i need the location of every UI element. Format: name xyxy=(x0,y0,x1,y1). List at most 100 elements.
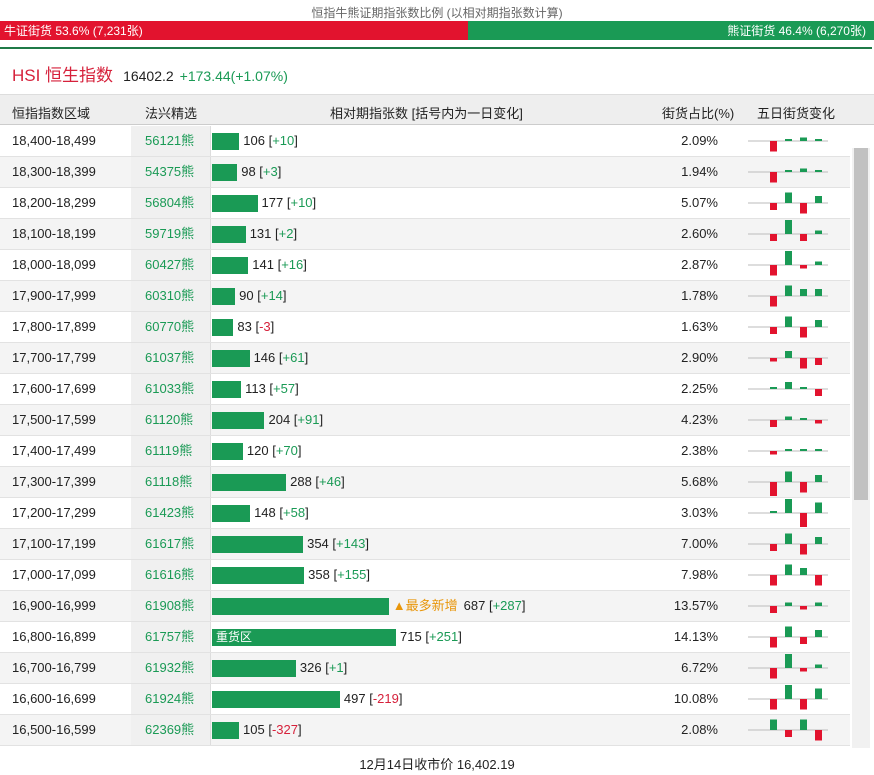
table-row: 17,000-17,099 61616熊 358 [+155] 7.98% xyxy=(0,560,850,591)
five-day-sparkline xyxy=(748,416,828,427)
contracts-count: 288 xyxy=(290,474,316,489)
sparkline-bar xyxy=(800,544,807,555)
bear-ratio-segment: 熊证街货 46.4% (6,270张) xyxy=(468,21,874,40)
contracts-count: 148 xyxy=(254,505,280,520)
row-code-link[interactable]: 54375熊 xyxy=(131,157,211,187)
contracts-count: 497 xyxy=(343,691,370,706)
five-day-sparkline xyxy=(748,137,828,152)
row-code-link[interactable]: 61932熊 xyxy=(131,653,211,683)
sparkline-bar xyxy=(800,568,807,575)
row-share: 1.94% xyxy=(681,164,718,179)
sparkline-bar xyxy=(800,234,807,241)
daily-change: +91 xyxy=(297,412,320,427)
row-code-link[interactable]: 56804熊 xyxy=(131,188,211,218)
table-row: 16,600-16,699 61924熊 497 [-219] 10.08% xyxy=(0,684,850,715)
row-code-link[interactable]: 62369熊 xyxy=(131,715,211,745)
daily-change: +287 xyxy=(492,598,522,613)
contracts-bar xyxy=(212,381,242,398)
sparkline-bar xyxy=(785,602,792,606)
bracket: [ xyxy=(269,381,274,396)
row-contracts: ▲最多新增 687 [+287] xyxy=(212,591,662,621)
daily-change: +46 xyxy=(319,474,342,489)
row-contracts: 204 [+91] xyxy=(212,405,662,435)
sparkline-bar xyxy=(800,137,807,141)
row-range: 17,200-17,299 xyxy=(12,505,96,520)
row-code-link[interactable]: 61118熊 xyxy=(131,467,211,497)
row-share: 7.98% xyxy=(681,567,718,582)
contracts-bar xyxy=(212,660,296,677)
row-code-link[interactable]: 60310熊 xyxy=(131,281,211,311)
bracket: [ xyxy=(488,598,493,613)
daily-change: +155 xyxy=(337,567,367,582)
five-day-sparkline xyxy=(748,626,828,648)
row-contracts: 105 [-327] xyxy=(212,715,662,745)
row-code-link[interactable]: 61423熊 xyxy=(131,498,211,528)
contracts-text: 141 [+16] xyxy=(252,250,307,280)
sparkline-bar xyxy=(785,192,792,203)
scrollbar[interactable] xyxy=(852,148,870,748)
contracts-count: 146 xyxy=(253,350,279,365)
sparkline-bar xyxy=(800,699,807,710)
row-code-link[interactable]: 61037熊 xyxy=(131,343,211,373)
row-share: 2.60% xyxy=(681,226,718,241)
row-code-link[interactable]: 61757熊 xyxy=(131,622,211,652)
five-day-sparkline xyxy=(748,351,828,369)
contracts-text: 497 [-219] xyxy=(344,684,403,714)
row-contracts: 148 [+58] xyxy=(212,498,662,528)
row-code-link[interactable]: 61617熊 xyxy=(131,529,211,559)
row-code-link[interactable]: 56121熊 xyxy=(131,126,211,156)
row-code-link[interactable]: 61119熊 xyxy=(131,436,211,466)
sparkline-bar xyxy=(815,420,822,424)
row-code-link[interactable]: 61616熊 xyxy=(131,560,211,590)
bracket: [ xyxy=(293,412,298,427)
row-code-link[interactable]: 61908熊 xyxy=(131,591,211,621)
sparkline-bar xyxy=(785,499,792,513)
row-code-link[interactable]: 60427熊 xyxy=(131,250,211,280)
scrollbar-thumb[interactable] xyxy=(854,148,868,500)
row-code-link[interactable]: 59719熊 xyxy=(131,219,211,249)
sparkline-bar xyxy=(785,564,792,575)
table-row: 17,900-17,999 60310熊 90 [+14] 1.78% xyxy=(0,281,850,312)
sparkline-bar xyxy=(770,358,777,362)
table-row: 16,800-16,899 61757熊 重货区 715 [+251] 14.13% xyxy=(0,622,850,653)
table-row: 16,700-16,799 61932熊 326 [+1] 6.72% xyxy=(0,653,850,684)
contracts-bar xyxy=(212,722,240,739)
sparkline-bar xyxy=(770,544,777,551)
sparkline-bar xyxy=(770,203,777,210)
daily-change: +14 xyxy=(260,288,283,303)
five-day-sparkline xyxy=(748,602,828,613)
row-code-link[interactable]: 61924熊 xyxy=(131,684,211,714)
row-code-link[interactable]: 61033熊 xyxy=(131,374,211,404)
row-code-link[interactable]: 60770熊 xyxy=(131,312,211,342)
col-code: 法兴精选 xyxy=(145,106,198,121)
contracts-bar xyxy=(212,319,234,336)
row-share: 6.72% xyxy=(681,660,718,675)
contracts-bar xyxy=(212,629,396,646)
table-row: 17,500-17,599 61120熊 204 [+91] 4.23% xyxy=(0,405,850,436)
bracket: ] xyxy=(398,691,403,706)
sparkline-bar xyxy=(770,699,777,710)
contracts-count: 204 xyxy=(268,412,294,427)
row-contracts: 288 [+46] xyxy=(212,467,662,497)
bracket: ] xyxy=(282,288,287,303)
sparkline-bar xyxy=(800,719,807,730)
contracts-text: 354 [+143] xyxy=(307,529,369,559)
sparkline-bar xyxy=(770,637,777,648)
index-quote: HSI 恒生指数 16402.2 +173.44(+1.07%) xyxy=(12,61,288,86)
sparkline-bar xyxy=(785,471,792,482)
row-share: 2.87% xyxy=(681,257,718,272)
contracts-bar xyxy=(212,164,238,181)
table-row: 17,700-17,799 61037熊 146 [+61] 2.90% xyxy=(0,343,850,374)
contracts-text: 177 [+10] xyxy=(262,188,317,218)
bracket: [ xyxy=(279,505,284,520)
row-contracts: 358 [+155] xyxy=(212,560,662,590)
contracts-count: 90 xyxy=(239,288,258,303)
sparkline-bar xyxy=(815,196,822,203)
bracket: ] xyxy=(305,505,309,520)
row-code-link[interactable]: 61120熊 xyxy=(131,405,211,435)
bracket: ] xyxy=(365,536,369,551)
daily-change: -3 xyxy=(259,319,271,334)
row-contracts: 354 [+143] xyxy=(212,529,662,559)
contracts-bar xyxy=(212,195,258,212)
row-share: 1.63% xyxy=(681,319,718,334)
